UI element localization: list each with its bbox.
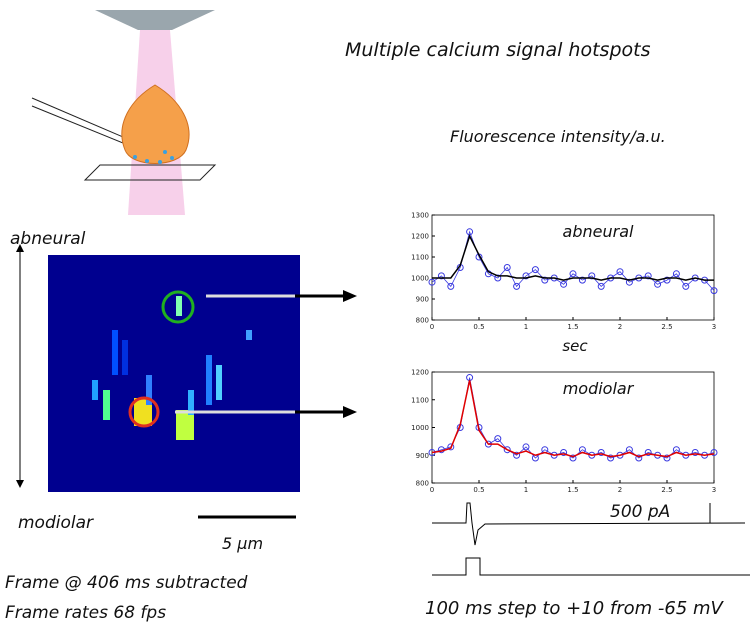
arrow-head xyxy=(343,406,357,418)
x-tick-label: 0 xyxy=(430,486,434,494)
y-tick-label: 1000 xyxy=(411,275,429,283)
title: Multiple calcium signal hotspots xyxy=(345,39,651,61)
note: Frame @ 406 ms subtracted xyxy=(5,573,248,593)
x-tick-label: 1.5 xyxy=(567,486,578,494)
objective xyxy=(95,10,215,30)
x-tick-label: 3 xyxy=(712,486,716,494)
y-tick-label: 1100 xyxy=(411,254,429,262)
heatmap xyxy=(48,255,300,492)
current-scale: 500 pA xyxy=(610,502,670,522)
x-tick-label: 2.5 xyxy=(661,323,672,331)
x-axis-label: sec xyxy=(562,337,588,355)
y-tick-label: 1100 xyxy=(411,396,429,404)
y-tick-label: 1200 xyxy=(411,369,429,377)
note: Frame rates 68 fps xyxy=(5,603,166,623)
x-tick-label: 1.5 xyxy=(567,323,578,331)
axis-note: Fluorescence intensity/a.u. xyxy=(450,127,666,146)
x-tick-label: 2.5 xyxy=(661,486,672,494)
x-tick-label: 0 xyxy=(430,323,434,331)
x-tick-label: 2 xyxy=(618,323,622,331)
y-tick-label: 800 xyxy=(416,317,429,325)
chart-title: modiolar xyxy=(563,379,635,398)
pipette xyxy=(32,98,130,140)
x-tick-label: 3 xyxy=(712,323,716,331)
y-tick-label: 900 xyxy=(416,452,429,460)
y-tick-label: 1000 xyxy=(411,424,429,432)
protocol: 100 ms step to +10 from -65 mV xyxy=(425,598,725,619)
figure: Multiple calcium signal hotspots Fluores… xyxy=(0,0,753,631)
image-label: modiolar xyxy=(18,513,94,533)
image-label: abneural xyxy=(10,229,86,249)
arrow-head xyxy=(16,480,24,488)
pipette xyxy=(32,106,128,145)
voltage-step xyxy=(432,558,750,575)
scale-label: 5 µm xyxy=(222,534,263,553)
cell xyxy=(122,85,189,164)
current-trace xyxy=(432,503,745,545)
x-tick-label: 0.5 xyxy=(473,486,484,494)
x-tick-label: 2 xyxy=(618,486,622,494)
x-tick-label: 1 xyxy=(524,486,528,494)
x-tick-label: 1 xyxy=(524,323,528,331)
arrow-head xyxy=(343,290,357,302)
y-tick-label: 900 xyxy=(416,296,429,304)
chart-title: abneural xyxy=(563,222,634,241)
y-tick-label: 1300 xyxy=(411,212,429,220)
x-tick-label: 0.5 xyxy=(473,323,484,331)
y-tick-label: 1200 xyxy=(411,233,429,241)
y-tick-label: 800 xyxy=(416,480,429,488)
